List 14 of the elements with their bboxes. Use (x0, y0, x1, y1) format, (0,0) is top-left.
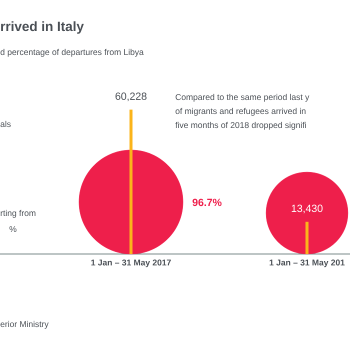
text: erior Ministry (0, 320, 49, 329)
chart-subtitle: d percentage of departures from Libya (0, 48, 144, 57)
chart-title: rrived in Italy (1, 21, 84, 34)
data-label: 13,430 (292, 204, 323, 214)
annotation: als (0, 120, 11, 128)
annotation: rting from (0, 210, 36, 218)
x-tick-label: 1 Jan – 31 May 201 (270, 260, 345, 268)
annotation: % (9, 226, 16, 232)
annotation: five months of 2018 dropped signifi (175, 122, 306, 130)
data-label: 60,228 (116, 92, 147, 102)
annotation: 96.7% (192, 198, 222, 206)
x-tick-label: 1 Jan – 31 May 2017 (91, 260, 171, 268)
text: Compared to the same period last y (176, 94, 310, 102)
annotation: of migrants and refugees arrived in (176, 108, 306, 116)
